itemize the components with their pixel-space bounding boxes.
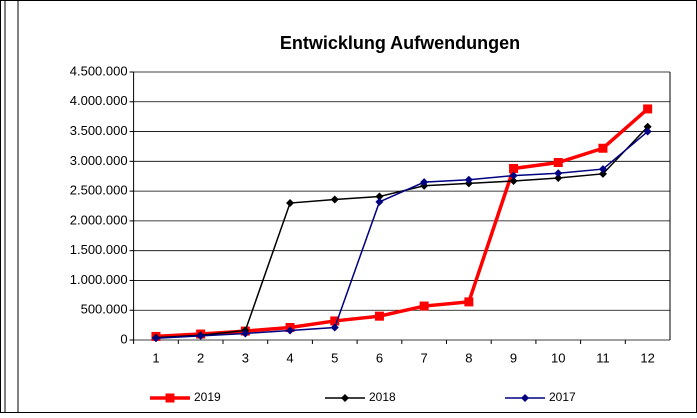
marker — [643, 127, 652, 136]
legend-label: 2019 — [194, 390, 221, 404]
legend-label: 2017 — [549, 390, 576, 404]
marker — [196, 331, 205, 340]
marker — [464, 297, 474, 307]
x-tick-label: 6 — [376, 350, 383, 365]
x-tick-label: 12 — [640, 350, 654, 365]
marker — [375, 197, 384, 206]
y-tick-label: 1.000.000 — [70, 272, 128, 287]
marker — [330, 316, 340, 326]
marker — [375, 192, 384, 201]
marker — [554, 174, 563, 183]
y-tick-label: 2.500.000 — [70, 183, 128, 198]
y-tick-label: 0 — [120, 331, 127, 346]
marker — [553, 158, 563, 168]
marker — [241, 329, 250, 338]
marker — [643, 104, 653, 114]
x-tick-label: 7 — [421, 350, 428, 365]
x-tick-label: 10 — [551, 350, 565, 365]
series-line — [155, 126, 649, 339]
x-tick-label: 3 — [242, 350, 249, 365]
legend-label: 2018 — [369, 390, 396, 404]
marker — [464, 175, 473, 184]
y-tick-label: 3.500.000 — [70, 123, 128, 138]
y-tick-label: 1.500.000 — [70, 242, 128, 257]
x-tick-label: 9 — [510, 350, 517, 365]
x-tick-label: 1 — [152, 350, 159, 365]
marker — [420, 178, 429, 187]
marker — [151, 334, 160, 343]
marker — [286, 326, 295, 335]
y-tick-label: 3.000.000 — [70, 153, 128, 168]
marker — [521, 394, 529, 402]
x-tick-label: 2 — [197, 350, 204, 365]
y-tick-label: 500.000 — [81, 302, 128, 317]
y-tick-label: 4.000.000 — [70, 93, 128, 108]
marker — [330, 323, 339, 332]
x-tick-label: 11 — [596, 350, 610, 365]
marker — [509, 163, 519, 173]
marker — [598, 165, 607, 174]
marker — [598, 169, 607, 178]
series-line — [155, 130, 649, 339]
marker — [374, 311, 384, 321]
marker — [643, 122, 652, 131]
marker — [419, 301, 429, 311]
x-tick-label: 8 — [465, 350, 472, 365]
y-tick-label: 2.000.000 — [70, 212, 128, 227]
marker — [341, 394, 349, 402]
marker — [330, 195, 339, 204]
marker — [509, 171, 518, 180]
marker — [165, 393, 175, 403]
marker — [509, 176, 518, 185]
x-tick-label: 4 — [286, 350, 293, 365]
y-tick-label: 4.500.000 — [70, 63, 128, 78]
marker — [598, 143, 608, 153]
chart-title: Entwicklung Aufwendungen — [280, 33, 520, 53]
marker — [286, 199, 295, 208]
x-tick-label: 5 — [331, 350, 338, 365]
marker — [554, 169, 563, 178]
